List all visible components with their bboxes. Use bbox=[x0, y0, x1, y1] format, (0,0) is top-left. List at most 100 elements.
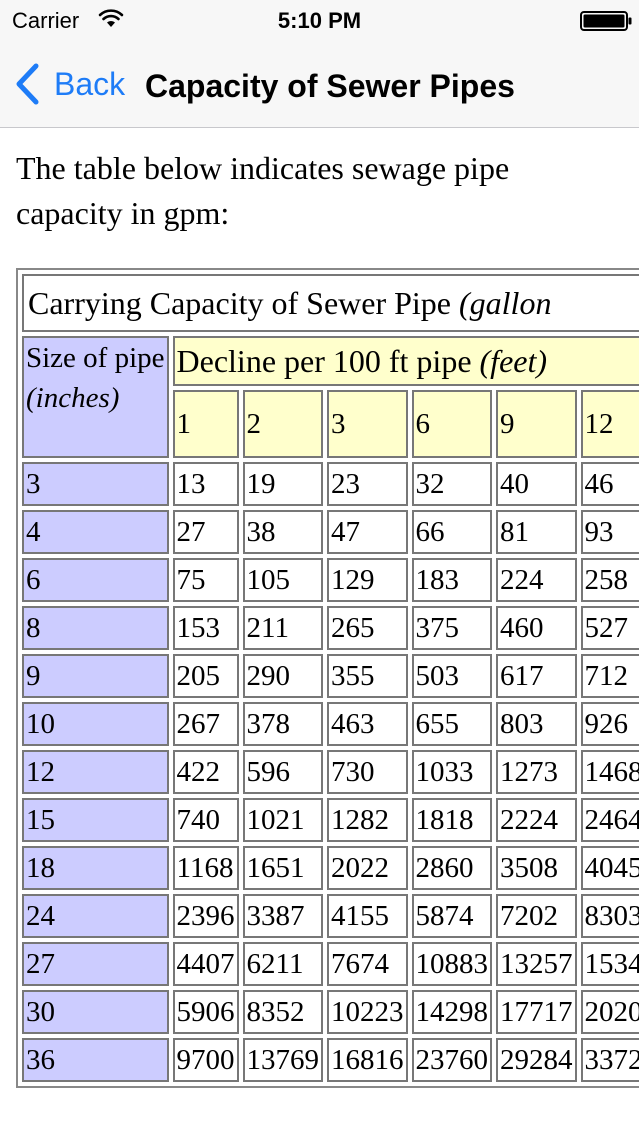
table-row: 27 4407 6211 7674 10883 13257 1534 bbox=[22, 942, 639, 986]
capacity-cell: 378 bbox=[242, 702, 324, 746]
capacity-cell: 32 bbox=[411, 462, 493, 506]
table-caption: Carrying Capacity of Sewer Pipe (gallon bbox=[22, 274, 639, 332]
capacity-cell: 6211 bbox=[242, 942, 324, 986]
pipe-size-cell: 18 bbox=[22, 846, 169, 890]
capacity-cell: 926 bbox=[580, 702, 639, 746]
column-header: 9 bbox=[496, 390, 577, 458]
capacity-cell: 4407 bbox=[172, 942, 239, 986]
size-header-unit: (inches) bbox=[26, 382, 120, 414]
decline-header-unit: (feet) bbox=[479, 343, 548, 379]
capacity-cell: 1168 bbox=[172, 846, 239, 890]
pipe-size-cell: 27 bbox=[22, 942, 169, 986]
capacity-cell: 3387 bbox=[242, 894, 324, 938]
table-row: 15 740 1021 1282 1818 2224 2464 bbox=[22, 798, 639, 842]
capacity-cell: 617 bbox=[496, 654, 577, 698]
table-row: 12 422 596 730 1033 1273 1468 bbox=[22, 750, 639, 794]
size-header-text: Size of pipe bbox=[26, 342, 165, 374]
pipe-size-cell: 15 bbox=[22, 798, 169, 842]
capacity-cell: 105 bbox=[242, 558, 324, 602]
capacity-cell: 375 bbox=[411, 606, 493, 650]
table-row: 6 75 105 129 183 224 258 bbox=[22, 558, 639, 602]
table-row: 30 5906 8352 10223 14298 17717 2020 bbox=[22, 990, 639, 1034]
capacity-cell: 730 bbox=[327, 750, 408, 794]
capacity-cell: 1818 bbox=[411, 798, 493, 842]
capacity-cell: 655 bbox=[411, 702, 493, 746]
capacity-cell: 224 bbox=[496, 558, 577, 602]
capacity-cell: 3372 bbox=[580, 1038, 639, 1082]
intro-text: The table below indicates sewage pipe ca… bbox=[16, 150, 510, 231]
capacity-cell: 10223 bbox=[327, 990, 408, 1034]
capacity-cell: 4155 bbox=[327, 894, 408, 938]
capacity-cell: 5874 bbox=[411, 894, 493, 938]
capacity-table-container: Carrying Capacity of Sewer Pipe (gallon … bbox=[16, 268, 639, 1088]
capacity-cell: 596 bbox=[242, 750, 324, 794]
capacity-cell: 9700 bbox=[172, 1038, 239, 1082]
table-caption-text: Carrying Capacity of Sewer Pipe bbox=[28, 285, 451, 321]
capacity-cell: 93 bbox=[580, 510, 639, 554]
capacity-cell: 2396 bbox=[172, 894, 239, 938]
capacity-cell: 422 bbox=[172, 750, 239, 794]
back-button[interactable]: Back bbox=[14, 62, 125, 106]
capacity-cell: 1273 bbox=[496, 750, 577, 794]
capacity-cell: 463 bbox=[327, 702, 408, 746]
decline-header-text: Decline per 100 ft pipe bbox=[176, 343, 472, 379]
size-header: Size of pipe (inches) bbox=[22, 336, 169, 458]
capacity-cell: 7674 bbox=[327, 942, 408, 986]
capacity-cell: 27 bbox=[172, 510, 239, 554]
capacity-cell: 10883 bbox=[411, 942, 493, 986]
pipe-size-cell: 8 bbox=[22, 606, 169, 650]
page-title: Capacity of Sewer Pipes bbox=[145, 68, 515, 104]
capacity-cell: 183 bbox=[411, 558, 493, 602]
capacity-cell: 355 bbox=[327, 654, 408, 698]
capacity-cell: 23 bbox=[327, 462, 408, 506]
capacity-cell: 267 bbox=[172, 702, 239, 746]
capacity-cell: 712 bbox=[580, 654, 639, 698]
capacity-cell: 1468 bbox=[580, 750, 639, 794]
decline-header: Decline per 100 ft pipe (feet) bbox=[172, 336, 639, 386]
status-time: 5:10 PM bbox=[277, 8, 362, 33]
pipe-size-cell: 10 bbox=[22, 702, 169, 746]
capacity-cell: 153 bbox=[172, 606, 239, 650]
capacity-cell: 205 bbox=[172, 654, 239, 698]
capacity-cell: 47 bbox=[327, 510, 408, 554]
capacity-cell: 1282 bbox=[327, 798, 408, 842]
capacity-cell: 66 bbox=[411, 510, 493, 554]
capacity-cell: 5906 bbox=[172, 990, 239, 1034]
capacity-cell: 8303 bbox=[580, 894, 639, 938]
status-bar: Carrier 5:10 PM bbox=[0, 0, 639, 40]
column-header: 2 bbox=[242, 390, 324, 458]
column-header: 3 bbox=[327, 390, 408, 458]
navigation-bar: Back Capacity of Sewer Pipes bbox=[0, 40, 639, 128]
table-caption-unit: (gallon bbox=[459, 285, 552, 321]
capacity-cell: 1651 bbox=[242, 846, 324, 890]
capacity-cell: 75 bbox=[172, 558, 239, 602]
capacity-cell: 503 bbox=[411, 654, 493, 698]
capacity-cell: 740 bbox=[172, 798, 239, 842]
pipe-size-cell: 4 bbox=[22, 510, 169, 554]
capacity-cell: 1021 bbox=[242, 798, 324, 842]
table-row: 8 153 211 265 375 460 527 bbox=[22, 606, 639, 650]
capacity-cell: 13769 bbox=[242, 1038, 324, 1082]
column-header: 1 bbox=[172, 390, 239, 458]
table-row: 9 205 290 355 503 617 712 bbox=[22, 654, 639, 698]
table-row: 18 1168 1651 2022 2860 3508 4045 bbox=[22, 846, 639, 890]
web-content[interactable]: The table below indicates sewage pipe ca… bbox=[0, 128, 639, 1136]
capacity-cell: 81 bbox=[496, 510, 577, 554]
capacity-cell: 2464 bbox=[580, 798, 639, 842]
capacity-cell: 23760 bbox=[411, 1038, 493, 1082]
column-header-row: 1 2 3 6 9 12 bbox=[22, 390, 639, 458]
capacity-cell: 46 bbox=[580, 462, 639, 506]
pipe-size-cell: 30 bbox=[22, 990, 169, 1034]
pipe-size-cell: 24 bbox=[22, 894, 169, 938]
pipe-size-cell: 3 bbox=[22, 462, 169, 506]
table-row: 3 13 19 23 32 40 46 bbox=[22, 462, 639, 506]
capacity-table: Carrying Capacity of Sewer Pipe (gallon … bbox=[16, 268, 639, 1088]
chevron-left-icon bbox=[16, 63, 39, 105]
capacity-cell: 803 bbox=[496, 702, 577, 746]
capacity-cell: 2022 bbox=[327, 846, 408, 890]
capacity-cell: 19 bbox=[242, 462, 324, 506]
capacity-cell: 211 bbox=[242, 606, 324, 650]
column-header: 6 bbox=[411, 390, 493, 458]
capacity-cell: 29284 bbox=[496, 1038, 577, 1082]
capacity-cell: 460 bbox=[496, 606, 577, 650]
